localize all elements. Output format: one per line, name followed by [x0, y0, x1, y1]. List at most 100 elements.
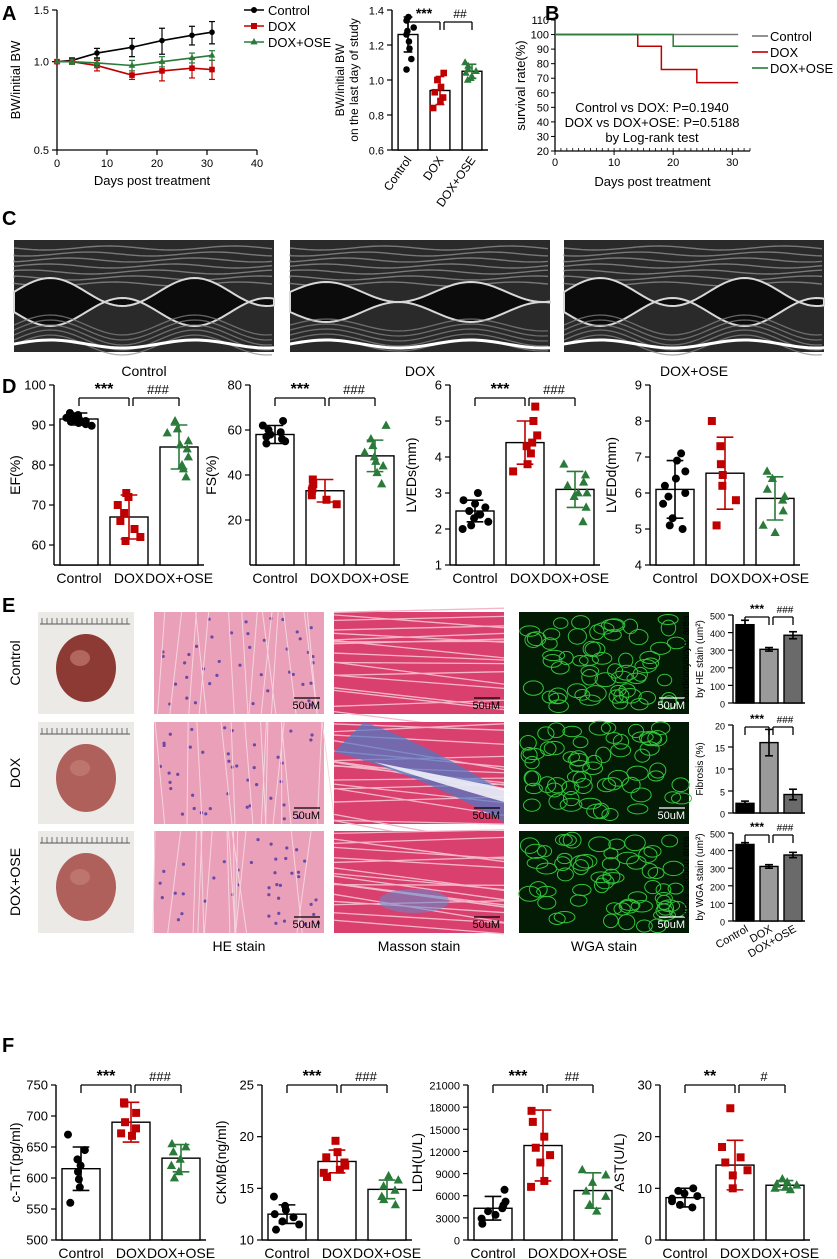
- row-label: DOX+OSE: [7, 848, 23, 916]
- fiber: [333, 912, 505, 924]
- cell-outline: [547, 722, 566, 739]
- data-point: [384, 1170, 394, 1180]
- echo-layer: [563, 319, 823, 341]
- cell-outline: [578, 797, 602, 810]
- nucleus: [266, 689, 270, 693]
- nucleus: [162, 743, 166, 748]
- significance-label: ###: [147, 382, 169, 397]
- cell-outline: [653, 909, 676, 921]
- cell-outline: [660, 692, 678, 710]
- cell-outline: [643, 845, 662, 858]
- nucleus: [303, 859, 307, 863]
- he-stain-image: [154, 612, 324, 714]
- cell-border: [260, 611, 273, 715]
- panel-letter: D: [2, 376, 16, 398]
- data-point: [467, 521, 476, 530]
- cell-outline: [602, 777, 623, 791]
- cell-border: [228, 611, 235, 715]
- cell-border: [230, 721, 236, 825]
- data-point: [208, 51, 216, 58]
- fiber: [333, 829, 505, 835]
- cell-outline: [647, 867, 665, 880]
- nucleus: [267, 893, 271, 897]
- significance-label: ###: [777, 823, 794, 834]
- cell-outline: [580, 665, 600, 677]
- data-point: [731, 496, 740, 505]
- data-point: [546, 1151, 555, 1160]
- y-axis-label: survival rate(%): [513, 40, 528, 130]
- data-point: [295, 1220, 304, 1229]
- y-tick-label: 0: [720, 810, 725, 820]
- cell-outline: [639, 650, 661, 665]
- nucleus: [278, 883, 283, 887]
- fiber: [333, 607, 505, 614]
- y-tick-label: 2: [435, 522, 442, 537]
- fiber: [333, 787, 505, 817]
- x-tick-label: DOX: [720, 1245, 751, 1259]
- cell-outline: [638, 691, 657, 705]
- heart: [56, 853, 116, 921]
- data-point: [189, 65, 195, 72]
- data-point: [671, 474, 680, 483]
- data-point: [132, 1108, 141, 1117]
- data-point: [390, 1199, 401, 1209]
- fiber: [333, 875, 505, 901]
- cell-border: [203, 830, 213, 934]
- panel-letters: A B C D E F: [2, 3, 559, 1057]
- heart-highlight: [70, 869, 90, 885]
- cell-outline: [545, 782, 564, 798]
- data-point: [743, 1166, 752, 1175]
- cell-border: [290, 830, 303, 934]
- nucleus: [173, 682, 178, 686]
- data-point: [335, 1165, 344, 1174]
- cell-outline: [542, 653, 563, 668]
- cell-outline: [664, 791, 682, 804]
- x-tick-label: Control: [452, 570, 497, 586]
- cell-outline: [541, 637, 558, 650]
- data-point: [526, 449, 535, 458]
- nucleus: [309, 703, 313, 707]
- cell-outline: [567, 753, 589, 767]
- nucleus: [229, 631, 234, 635]
- y-tick-label: 21000: [429, 1081, 460, 1093]
- x-tick-label: Control: [470, 1245, 515, 1259]
- nucleus: [162, 869, 166, 874]
- data-point: [322, 1172, 331, 1181]
- cell-border: [188, 611, 197, 715]
- y-tick-label: 1.0: [34, 57, 49, 69]
- fiber: [333, 819, 505, 825]
- y-axis-label: LVEDs(mm): [403, 437, 419, 512]
- nucleus: [248, 645, 252, 649]
- cell-outline: [601, 857, 621, 871]
- column-label: HE stain: [213, 938, 266, 954]
- cell-outline: [526, 856, 549, 869]
- scale-label: 50uM: [657, 700, 685, 712]
- y-axis-label: CKMB(ng/ml): [213, 1120, 229, 1204]
- data-point: [209, 29, 215, 36]
- y-tick-label: 80: [32, 458, 46, 473]
- cell-border: [195, 611, 207, 715]
- data-point: [130, 525, 139, 533]
- data-point: [181, 1142, 191, 1151]
- panel-letter: E: [2, 595, 15, 617]
- x-tick-label: DOX: [322, 1245, 353, 1259]
- nucleus: [267, 914, 271, 918]
- data-point: [68, 57, 76, 64]
- y-tick-label: 60: [32, 538, 46, 553]
- x-tick-label: DOX: [114, 570, 145, 586]
- significance-label: ###: [777, 715, 794, 726]
- nucleus: [235, 764, 239, 768]
- cell-outline: [591, 652, 613, 665]
- cell-outline: [537, 895, 557, 910]
- x-axis-label: Days post treatment: [594, 174, 711, 189]
- echo-layer: [13, 257, 273, 263]
- data-point: [360, 447, 370, 456]
- y-tick-label: 500: [710, 612, 725, 622]
- legend-label: Control: [770, 29, 812, 44]
- nucleus: [176, 772, 180, 776]
- echo-layer: [289, 275, 549, 281]
- x-tick-label: DOX: [528, 1245, 559, 1259]
- cell-border: [248, 611, 258, 715]
- heart: [56, 634, 116, 702]
- data-point: [728, 1184, 737, 1193]
